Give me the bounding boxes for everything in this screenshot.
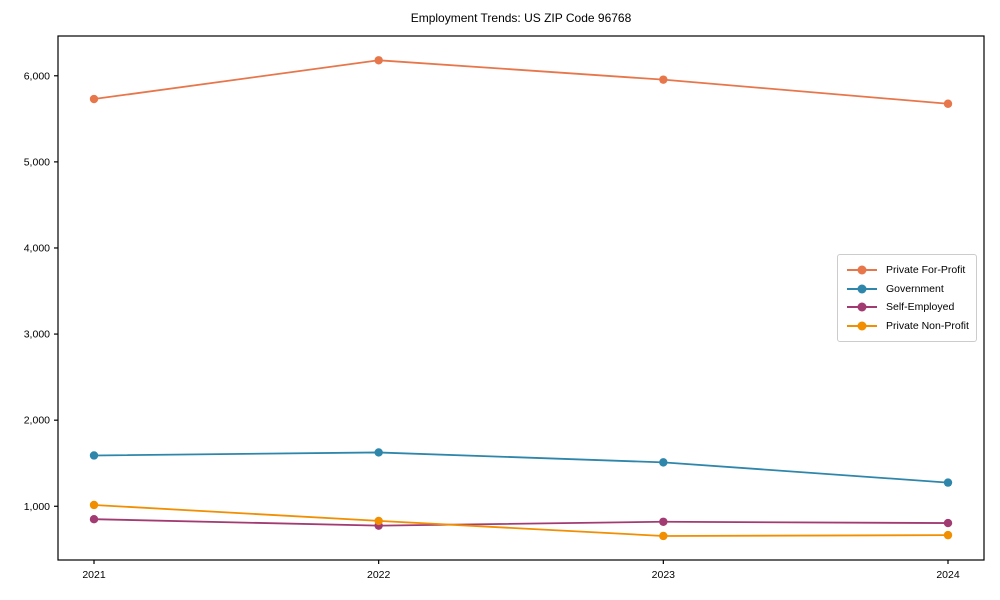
data-point [89, 94, 99, 104]
data-point [374, 56, 383, 65]
legend-label: Government [886, 282, 944, 295]
legend: Private For-Profit Government Self-Employe… [837, 254, 977, 342]
legend-marker-icon [847, 302, 877, 312]
legend-marker-icon [847, 284, 877, 294]
y-tick-label: 5,000 [24, 156, 50, 168]
data-point [89, 514, 99, 524]
data-point [943, 518, 953, 528]
series-line-1 [93, 59, 949, 105]
legend-marker-icon [847, 265, 877, 275]
data-point [943, 478, 953, 487]
series-line-2 [93, 451, 949, 484]
series-line-3 [93, 518, 949, 527]
legend-item-4: Private Non-Profit [846, 317, 969, 336]
x-tick-label: 2024 [936, 569, 960, 581]
data-point [659, 531, 668, 541]
legend-label: Self-Employed [886, 301, 955, 314]
legend-label: Private Non-Profit [886, 319, 969, 332]
data-point [89, 500, 99, 510]
data-point [374, 448, 383, 457]
legend-label: Private For-Profit [886, 264, 966, 277]
data-point [89, 451, 99, 460]
legend-item-3: Self-Employed [846, 298, 968, 317]
data-point [659, 517, 668, 526]
data-point [943, 530, 953, 540]
y-tick-label: 3,000 [24, 329, 50, 341]
plot-border [57, 35, 985, 561]
x-tick-label: 2022 [367, 569, 391, 581]
legend-item-2: Government [846, 280, 968, 299]
chart-title: Employment Trends: US ZIP Code 96768 [410, 11, 632, 25]
y-tick-label: 1,000 [24, 501, 50, 513]
legend-marker-icon [847, 321, 877, 331]
x-tick-label: 2023 [652, 569, 676, 581]
y-tick-label: 2,000 [24, 415, 50, 427]
y-tick-label: 6,000 [24, 70, 50, 82]
legend-item-1: Private For-Profit [846, 261, 968, 280]
data-point [659, 458, 668, 467]
data-point [374, 516, 383, 526]
series-line-4 [93, 504, 949, 537]
data-point [943, 99, 953, 108]
y-tick-label: 4,000 [24, 242, 50, 254]
x-tick-label: 2021 [82, 569, 106, 581]
data-point [659, 75, 668, 84]
